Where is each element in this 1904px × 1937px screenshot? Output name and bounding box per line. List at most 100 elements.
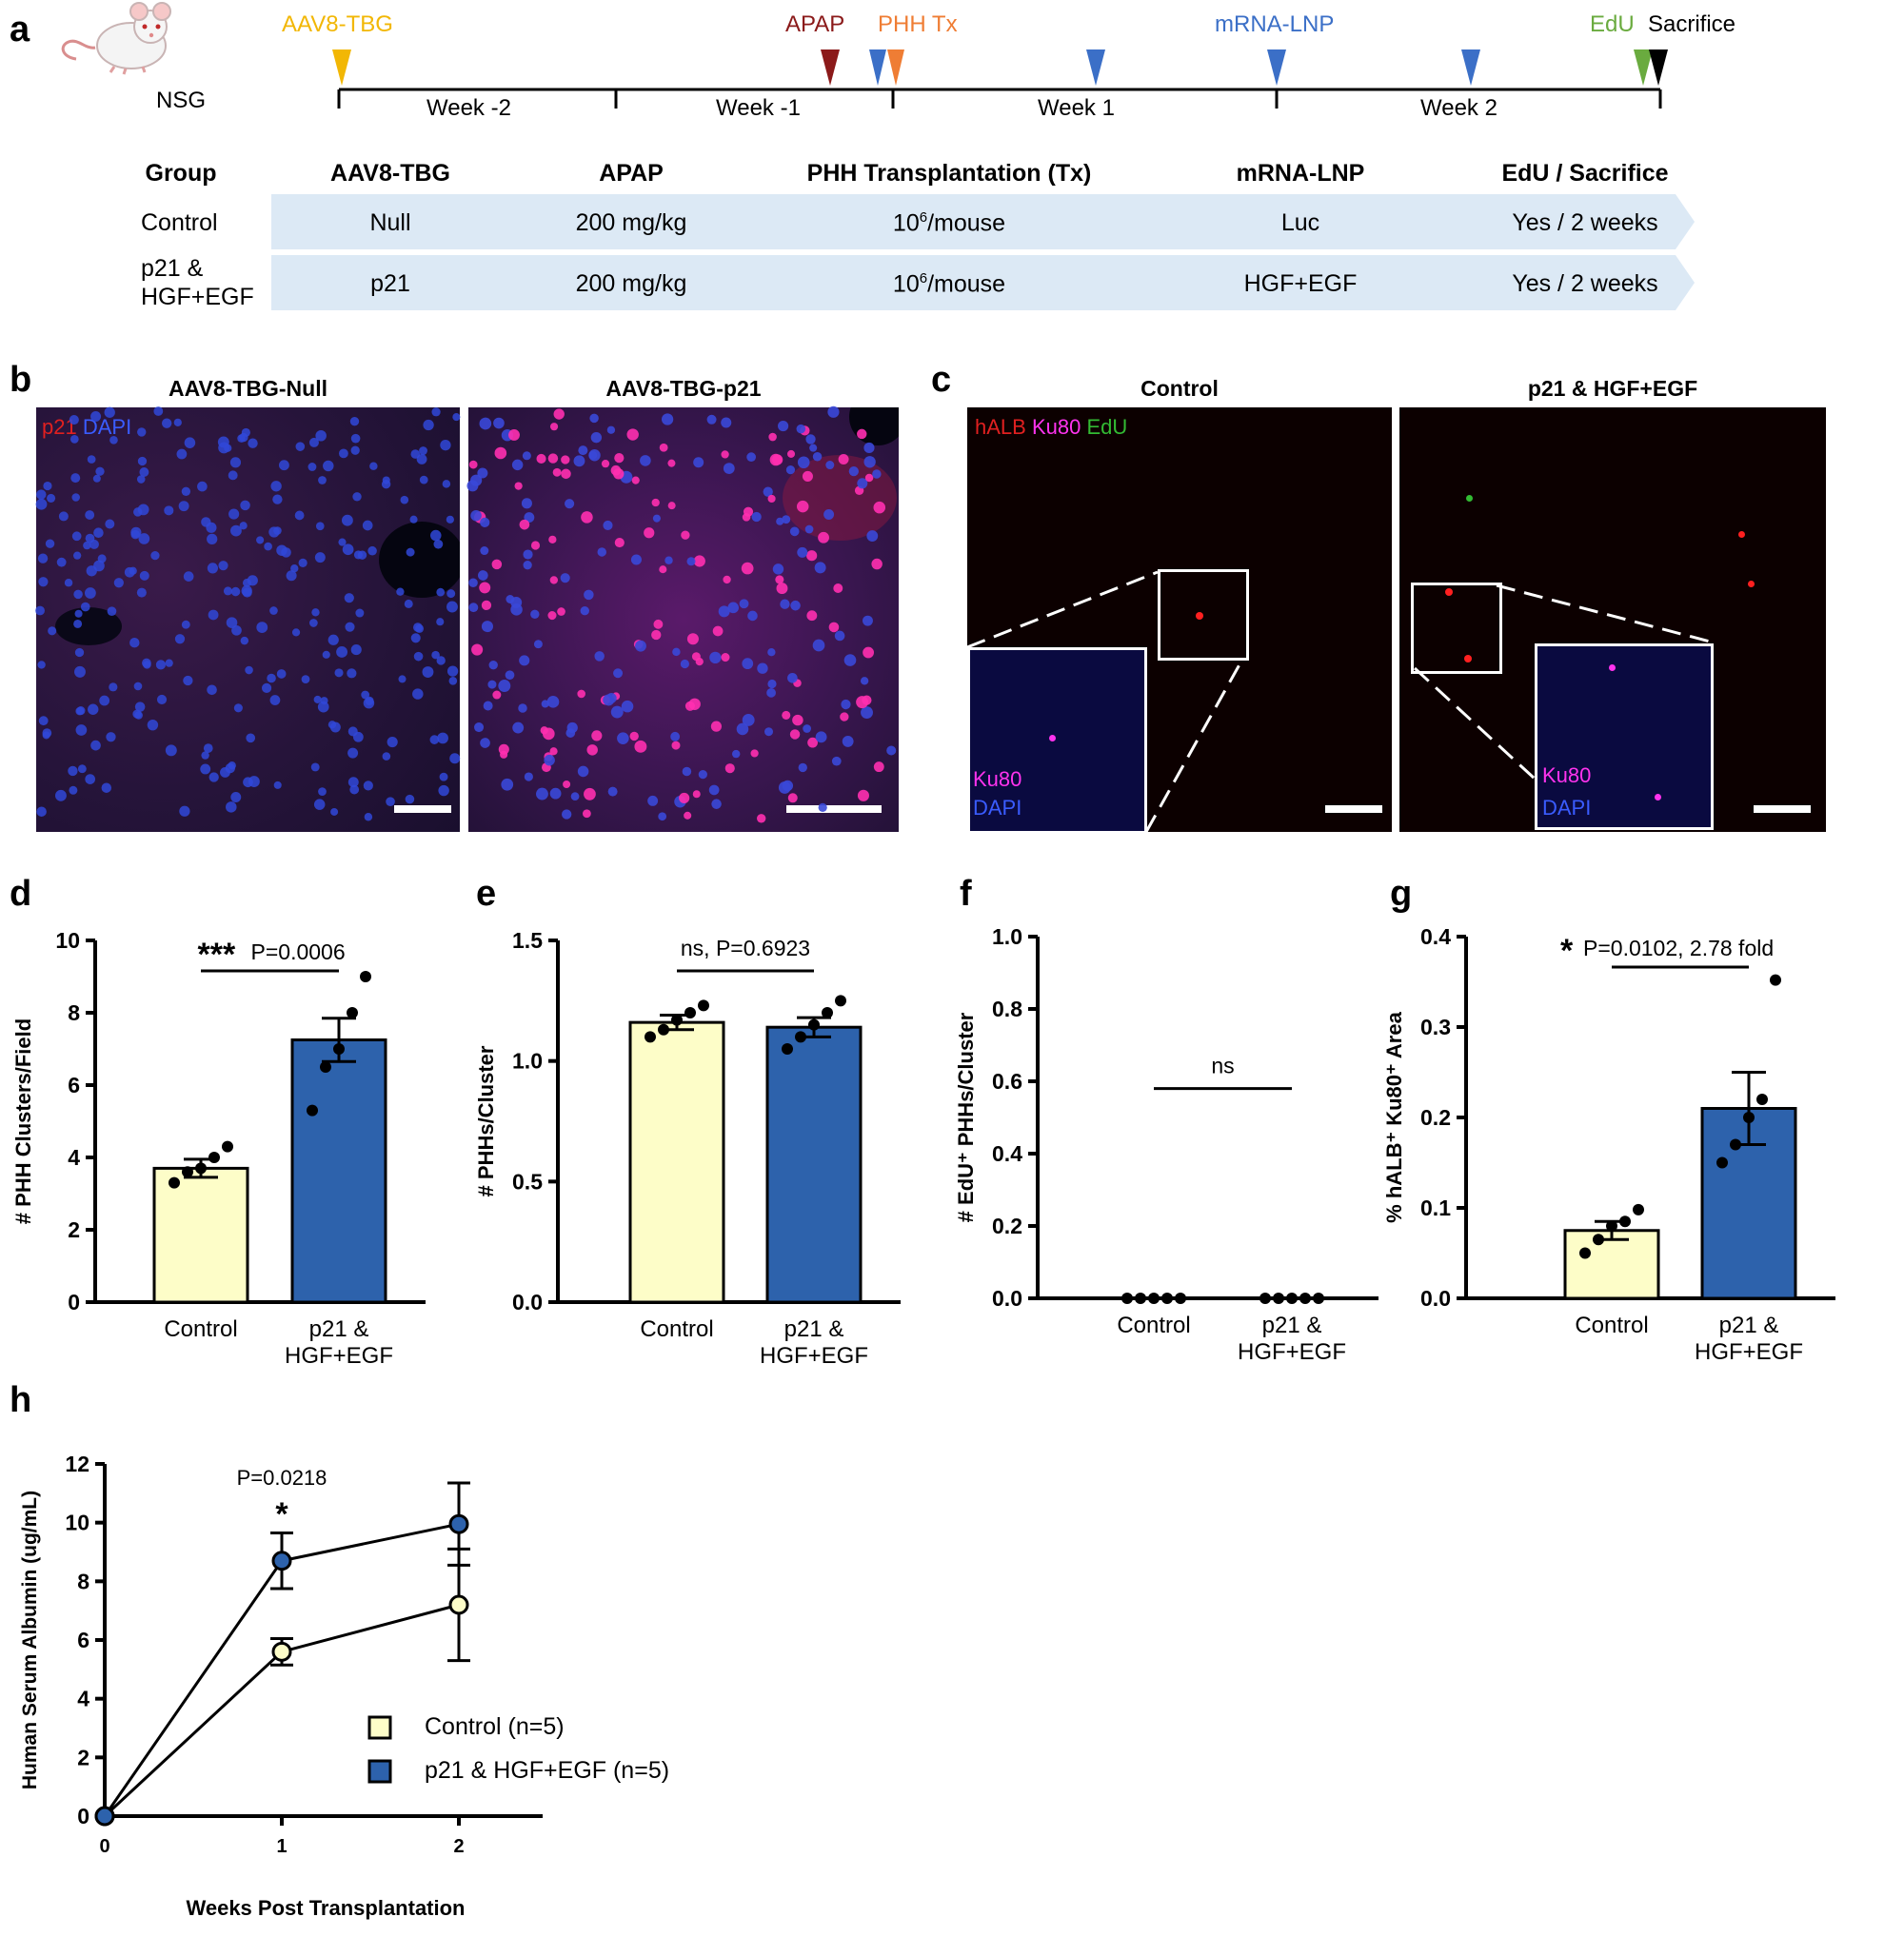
zoom-box (1158, 569, 1249, 661)
timeline-axis (332, 49, 1668, 109)
event-label-edu: EdU (1590, 11, 1635, 37)
data-point (684, 1007, 696, 1018)
y-tick-label: 1.5 (512, 928, 543, 953)
data-point (360, 971, 371, 982)
image-legend: p21 DAPI (42, 415, 132, 439)
event-label-aav: AAV8-TBG (282, 11, 393, 37)
table-cell-group: p21 & (141, 255, 204, 282)
bar (290, 1038, 387, 1304)
x-axis-label: Weeks Post Transplantation (186, 1896, 465, 1920)
series-point (271, 1551, 292, 1571)
event-label-apap: APAP (785, 11, 845, 37)
table-cell-tx: 106/mouse (892, 270, 1006, 298)
data-point (671, 1014, 683, 1026)
y-tick-label: 1.0 (512, 1049, 543, 1074)
event-label-phh: PHH Tx (878, 11, 958, 37)
table-bands (271, 194, 1695, 310)
data-point (320, 1061, 331, 1073)
inset-image (1535, 643, 1714, 830)
y-tick-label: 0.5 (512, 1169, 543, 1194)
panel-label-d: d (10, 874, 32, 914)
table-cell-group: HGF+EGF (141, 284, 254, 310)
data-point (307, 1104, 318, 1117)
scale-bar (1754, 805, 1811, 813)
category-label: p21 & (1719, 1313, 1779, 1338)
table-header: mRNA-LNP (1236, 160, 1365, 187)
data-point (1756, 1094, 1768, 1105)
data-point (1175, 1293, 1186, 1304)
panel-label-h: h (10, 1380, 32, 1420)
event-label-sacrifice: Sacrifice (1648, 11, 1736, 37)
apap-marker (821, 49, 840, 86)
data-point (658, 1023, 669, 1036)
image-title: p21 & HGF+EGF (1527, 376, 1698, 401)
y-tick-label: 0.2 (992, 1214, 1022, 1238)
y-tick-label: 0.3 (1420, 1015, 1451, 1039)
table-header: EdU / Sacrifice (1501, 160, 1669, 187)
image-title: AAV8-TBG-Null (169, 376, 327, 401)
inset-legend: Ku80 (973, 767, 1022, 791)
series-point (94, 1806, 115, 1827)
table-header: AAV8-TBG (330, 160, 450, 187)
legend-label-control: Control (n=5) (425, 1713, 565, 1740)
table-cell: Yes / 2 weeks (1512, 209, 1658, 236)
y-tick-label: 8 (68, 1000, 80, 1025)
table-cell: Luc (1280, 209, 1320, 236)
category-label: Control (164, 1316, 237, 1342)
y-tick-label: 8 (77, 1569, 89, 1593)
table-cell-tx: 106/mouse (892, 209, 1006, 237)
edu-marker (1634, 49, 1653, 86)
y-tick-label: 0.1 (1420, 1196, 1451, 1220)
panel-label-c: c (931, 360, 952, 400)
data-point (1313, 1293, 1324, 1304)
y-tick-label: 0.2 (1420, 1105, 1451, 1130)
lnp-marker (1267, 49, 1286, 86)
table-cell: Yes / 2 weeks (1512, 270, 1658, 297)
y-tick-label: 0.4 (1420, 924, 1451, 949)
table-cell: 200 mg/kg (575, 209, 687, 236)
inset-image (967, 647, 1147, 832)
series-line (103, 1603, 460, 1818)
data-point (1121, 1293, 1133, 1304)
category-label: p21 & (1262, 1313, 1322, 1338)
bar (1563, 1229, 1660, 1300)
data-point (182, 1166, 193, 1178)
category-label: HGF+EGF (760, 1343, 868, 1369)
legend-swatch-treat (367, 1759, 392, 1784)
y-tick-label: 12 (65, 1452, 89, 1476)
mouse-label: NSG (156, 88, 207, 113)
x-tick-label: 0 (99, 1836, 109, 1857)
table-cell: p21 (370, 270, 410, 297)
y-tick-label: 6 (68, 1073, 80, 1097)
annotation-star: * (275, 1496, 288, 1532)
category-label: HGF+EGF (1238, 1339, 1346, 1365)
mouse-icon (61, 2, 171, 75)
table-cell-group: Control (141, 209, 218, 236)
week-label: Week 1 (1038, 95, 1115, 121)
data-point (169, 1176, 180, 1189)
data-point (1259, 1293, 1271, 1304)
data-point (1286, 1293, 1298, 1304)
y-tick-label: 0.0 (512, 1290, 543, 1314)
data-point (1743, 1112, 1755, 1123)
series-point (448, 1594, 469, 1615)
y-tick-label: 0 (77, 1804, 89, 1828)
y-tick-label: 0.6 (992, 1069, 1022, 1094)
data-point (1273, 1293, 1284, 1304)
bar (765, 1025, 863, 1304)
y-tick-label: 2 (68, 1217, 80, 1242)
inset-legend: DAPI (1542, 796, 1592, 820)
lnp-marker (1461, 49, 1480, 86)
data-point (1730, 1138, 1741, 1151)
data-point (698, 999, 709, 1012)
data-point (1716, 1156, 1728, 1169)
lnp-marker (869, 49, 886, 86)
y-tick-label: 0.0 (992, 1286, 1022, 1311)
bar (628, 1020, 725, 1304)
annotation-p-value: P=0.0218 (237, 1466, 327, 1490)
category-label: HGF+EGF (285, 1343, 393, 1369)
data-point (1161, 1293, 1173, 1304)
data-point (195, 1162, 207, 1175)
inset-legend: DAPI (973, 796, 1022, 820)
